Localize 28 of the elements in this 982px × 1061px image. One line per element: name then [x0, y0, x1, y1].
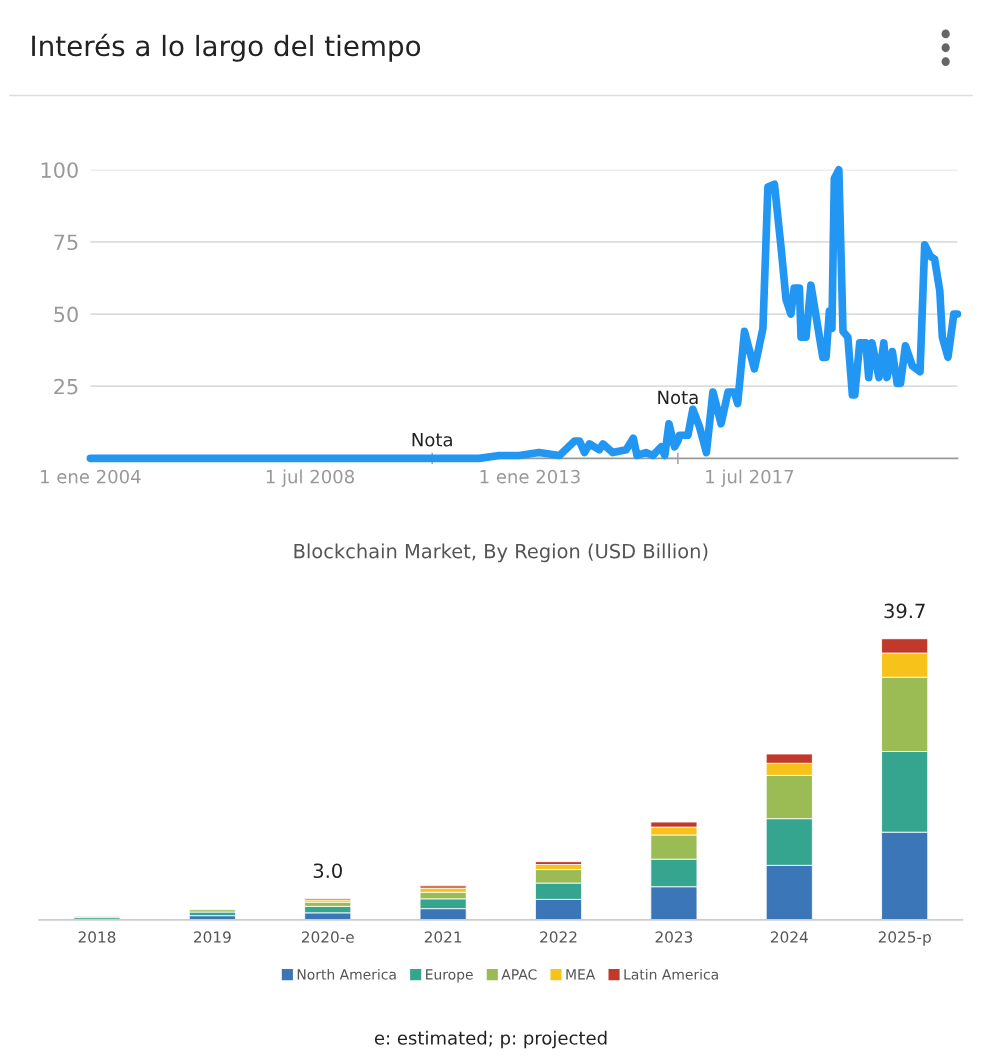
- y-tick-label: 25: [54, 378, 78, 395]
- annotation: 3.0: [313, 863, 342, 879]
- x-tick-label: 1 jul 2017: [706, 469, 794, 487]
- legend-label: APAC: [501, 969, 537, 980]
- chart-title: Interés a lo largo del tiempo: [32, 33, 421, 62]
- text: e: estimated; p: projected: [374, 1030, 607, 1049]
- y-tick-label: 75: [54, 234, 78, 251]
- x-tick-label: 2021: [424, 931, 462, 943]
- x-tick-label: 2023: [655, 931, 693, 943]
- x-tick-label: 1 ene 2013: [480, 469, 580, 484]
- chart-title: Blockchain Market, By Region (USD Billion): [294, 543, 708, 563]
- legend-label: Latin America: [624, 968, 718, 980]
- x-tick-label: 1 jul 2008: [266, 469, 354, 487]
- annotation: 39.7: [884, 603, 925, 619]
- annotation: Nota: [658, 390, 698, 405]
- x-tick-label: 2022: [540, 931, 577, 943]
- x-tick-label: 2020-e: [301, 931, 354, 943]
- legend-label: Europe: [426, 969, 473, 983]
- legend-label: MEA: [566, 969, 596, 980]
- y-tick-label: 100: [41, 162, 78, 178]
- x-tick-label: 2018: [78, 931, 116, 943]
- x-tick-label: 2025-p: [878, 931, 931, 946]
- legend-label: North America: [297, 968, 396, 980]
- x-tick-label: 2024: [770, 931, 808, 943]
- x-tick-label: 2019: [194, 931, 231, 943]
- x-tick-label: 1 ene 2004: [41, 469, 141, 484]
- y-tick-label: 50: [54, 306, 78, 323]
- annotation: Nota: [412, 433, 452, 447]
